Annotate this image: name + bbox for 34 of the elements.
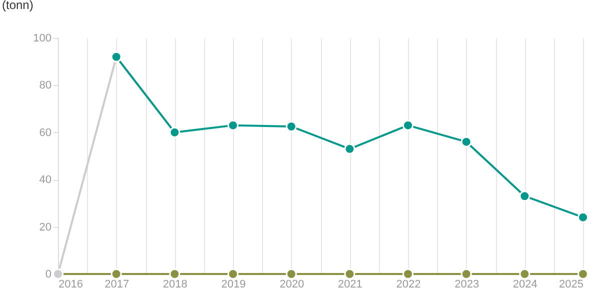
x-tick-label: 2020 — [280, 278, 304, 290]
point — [228, 120, 238, 131]
y-tick-label: 40 — [39, 174, 52, 186]
point — [578, 212, 588, 223]
y-tick-label: 80 — [39, 80, 52, 92]
point — [286, 121, 297, 132]
point — [460, 268, 472, 280]
point — [228, 268, 238, 280]
point — [286, 268, 297, 280]
x-tick-label: 2019 — [221, 278, 246, 290]
point — [344, 268, 356, 280]
y-tick-label: 100 — [33, 32, 52, 44]
y-tick-label: 60 — [39, 126, 52, 139]
y-tick-label: 20 — [39, 221, 52, 234]
x-tick-label: 2017 — [104, 278, 130, 290]
x-tick-label: 2023 — [454, 278, 480, 290]
point — [344, 143, 356, 154]
x-tick-label: 2018 — [162, 278, 188, 290]
x-tick-label: 2021 — [338, 278, 362, 290]
point — [460, 136, 472, 148]
x-tick-label: 2024 — [512, 278, 538, 290]
point — [578, 268, 588, 280]
point — [169, 268, 180, 280]
point — [402, 120, 414, 131]
point — [110, 268, 122, 280]
point — [169, 126, 180, 138]
point — [519, 190, 530, 202]
y-tick-label: 0 — [45, 268, 52, 280]
y-axis-title: (tonn) — [2, 0, 34, 12]
point — [519, 268, 530, 280]
x-tick-label: 2016 — [58, 278, 83, 290]
x-tick-label: 2025 — [559, 278, 584, 290]
point — [402, 268, 414, 280]
x-tick-label: 2022 — [396, 278, 421, 290]
